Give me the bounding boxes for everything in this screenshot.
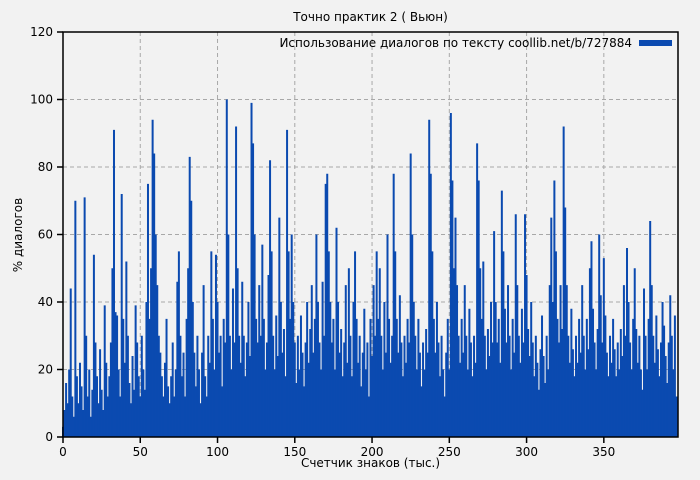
y-tick-label: 100 [30, 93, 53, 107]
legend-color-swatch [639, 40, 672, 46]
y-tick-label: 0 [45, 430, 53, 444]
x-tick-label: 200 [361, 445, 384, 459]
x-tick-label: 150 [283, 445, 306, 459]
x-tick-label: 350 [592, 445, 615, 459]
x-tick-label: 250 [438, 445, 461, 459]
x-tick-label: 100 [206, 445, 229, 459]
x-tick-label: 50 [133, 445, 148, 459]
y-tick-label: 80 [38, 160, 53, 174]
x-tick-label: 0 [59, 445, 67, 459]
y-tick-label: 60 [38, 228, 53, 242]
y-tick-label: 120 [30, 25, 53, 39]
legend-label: Использование диалогов по тексту coollib… [279, 36, 632, 50]
x-axis-label: Счетчик знаков (тыс.) [300, 456, 441, 470]
legend: Использование диалогов по тексту coollib… [279, 36, 672, 50]
y-tick-label: 40 [38, 295, 53, 309]
x-tick-label: 300 [515, 445, 538, 459]
y-tick-label: 20 [38, 363, 53, 377]
chart-title: Точно практик 2 ( Вьюн) [293, 10, 448, 24]
y-axis-label: % диалогов [11, 197, 25, 273]
